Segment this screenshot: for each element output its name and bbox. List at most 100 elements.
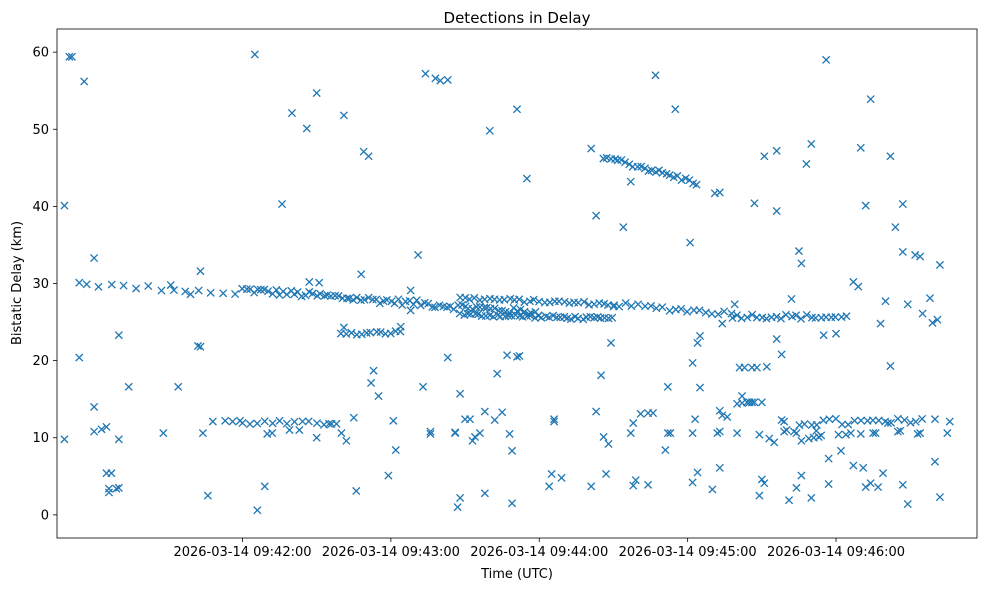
data-point	[831, 313, 840, 322]
data-point	[436, 76, 445, 85]
data-point	[515, 351, 524, 361]
data-point	[606, 338, 616, 347]
data-point	[364, 152, 373, 161]
data-point	[597, 371, 606, 380]
data-point	[566, 315, 575, 324]
data-point	[608, 313, 617, 322]
data-point	[802, 310, 811, 319]
data-point	[916, 252, 925, 261]
data-point	[644, 480, 653, 489]
data-point	[465, 295, 474, 304]
data-point	[339, 323, 348, 332]
data-point	[822, 55, 831, 64]
data-point	[928, 318, 937, 327]
data-point	[97, 425, 106, 434]
data-point	[268, 419, 277, 428]
data-point	[896, 426, 905, 435]
data-point	[102, 422, 111, 432]
data-point	[911, 250, 920, 260]
data-point	[242, 285, 251, 294]
data-point	[166, 280, 175, 290]
data-point	[629, 419, 638, 428]
data-point	[755, 430, 764, 439]
data-point	[342, 294, 352, 303]
data-point	[174, 382, 183, 391]
data-point	[342, 436, 351, 445]
data-point	[772, 206, 781, 216]
data-point	[714, 310, 723, 319]
data-point	[90, 427, 99, 436]
data-point	[615, 302, 624, 311]
data-point	[253, 285, 262, 294]
y-tick-label: 0	[41, 508, 49, 523]
data-point	[866, 95, 875, 104]
data-point	[913, 429, 922, 438]
y-axis-label: Bistatic Delay (km)	[10, 221, 25, 345]
data-point	[480, 489, 489, 498]
data-point	[480, 407, 489, 416]
data-point	[665, 171, 674, 180]
data-point	[480, 303, 489, 312]
data-point	[219, 289, 228, 298]
data-point	[707, 309, 716, 318]
data-point	[787, 294, 796, 303]
data-point	[295, 425, 304, 435]
data-point	[935, 260, 944, 270]
data-point	[221, 416, 230, 425]
data-point	[688, 429, 697, 438]
data-point	[701, 308, 710, 317]
data-point	[465, 415, 475, 424]
data-points-layer	[60, 50, 954, 515]
data-point	[290, 417, 299, 426]
data-point	[144, 281, 153, 291]
data-point	[203, 491, 212, 500]
data-point	[319, 420, 329, 429]
data-point	[723, 412, 732, 421]
data-point	[730, 300, 739, 309]
data-point	[547, 469, 556, 479]
data-point	[456, 493, 465, 502]
y-tick-label: 50	[32, 123, 49, 138]
data-point	[104, 484, 113, 493]
data-point	[737, 392, 747, 401]
data-point	[196, 267, 205, 276]
data-point	[878, 469, 888, 478]
data-point	[838, 420, 847, 429]
x-tick-label: 2026-03-14 09:42:00	[173, 545, 311, 560]
data-point	[374, 392, 383, 401]
data-point	[426, 427, 435, 436]
data-point	[819, 331, 828, 340]
data-point	[339, 111, 348, 120]
data-point	[797, 471, 806, 480]
data-point	[471, 309, 480, 318]
data-point	[287, 109, 297, 118]
data-point	[298, 417, 307, 426]
data-point	[762, 314, 771, 323]
data-point	[661, 446, 670, 455]
data-point	[275, 416, 284, 425]
data-point	[824, 454, 833, 463]
data-point	[755, 491, 764, 500]
data-point	[268, 429, 277, 438]
data-point	[124, 382, 133, 391]
data-point	[489, 312, 498, 321]
data-point	[780, 417, 789, 426]
data-point	[352, 293, 361, 302]
data-point	[797, 259, 806, 268]
data-point	[367, 378, 376, 388]
data-point	[443, 75, 452, 84]
data-point	[836, 446, 846, 455]
data-point	[750, 199, 759, 208]
data-point	[253, 419, 262, 428]
data-point	[688, 478, 697, 487]
data-point	[406, 286, 415, 295]
data-point	[850, 416, 859, 425]
data-point	[112, 484, 121, 493]
data-point	[507, 446, 517, 455]
data-point	[772, 334, 781, 344]
data-point	[386, 329, 395, 338]
data-point	[537, 313, 546, 322]
data-point	[812, 420, 821, 429]
data-point	[490, 304, 499, 313]
data-point	[647, 166, 656, 175]
